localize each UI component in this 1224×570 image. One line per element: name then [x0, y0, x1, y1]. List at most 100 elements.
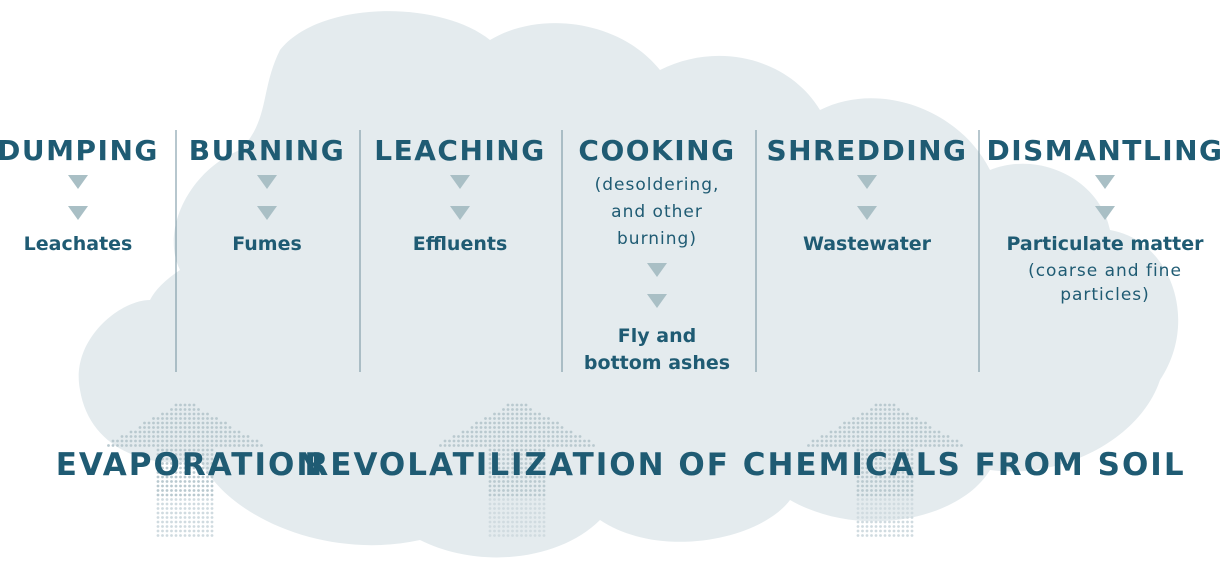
- arrow-dot: [188, 516, 191, 519]
- arrow-dot: [179, 494, 182, 497]
- arrow-dot: [498, 413, 501, 416]
- arrow-dot: [251, 440, 254, 443]
- arrow-dot: [161, 534, 164, 537]
- arrow-dot: [457, 440, 460, 443]
- arrow-dot: [875, 498, 878, 501]
- arrow-dot: [538, 507, 541, 510]
- arrow-dot: [884, 534, 887, 537]
- arrow-dot: [475, 435, 478, 438]
- arrow-dot: [125, 435, 128, 438]
- arrow-dot: [502, 521, 505, 524]
- arrow-dot: [543, 431, 546, 434]
- arrow-dot: [188, 431, 191, 434]
- arrow-dot: [875, 440, 878, 443]
- arrow-dot: [870, 534, 873, 537]
- arrow-dot: [866, 503, 869, 506]
- arrow-dot: [498, 516, 501, 519]
- arrow-dot: [489, 503, 492, 506]
- arrow-dot: [538, 494, 541, 497]
- arrow-dot: [166, 435, 169, 438]
- arrow-dot: [157, 530, 160, 533]
- arrow-dot: [520, 485, 523, 488]
- arrow-dot: [211, 525, 214, 528]
- arrow-dot: [502, 494, 505, 497]
- arrow-dot: [484, 417, 487, 420]
- arrow-dot: [825, 435, 828, 438]
- arrow-dot: [915, 417, 918, 420]
- column-output: bottom ashes: [584, 352, 730, 374]
- arrow-dot: [193, 404, 196, 407]
- arrow-dot: [238, 431, 241, 434]
- arrow-dot: [193, 525, 196, 528]
- arrow-dot: [507, 417, 510, 420]
- arrow-dot: [206, 507, 209, 510]
- arrow-dot: [134, 435, 137, 438]
- arrow-dot: [888, 435, 891, 438]
- arrow-dot: [534, 507, 537, 510]
- arrow-dot: [525, 413, 528, 416]
- arrow-dot: [866, 530, 869, 533]
- arrow-dot: [906, 512, 909, 515]
- arrow-dot: [211, 534, 214, 537]
- arrow-dot: [902, 435, 905, 438]
- arrow-dot: [498, 489, 501, 492]
- arrow-dot: [166, 525, 169, 528]
- arrow-dot: [897, 417, 900, 420]
- arrow-dot: [951, 440, 954, 443]
- arrow-dot: [511, 404, 514, 407]
- arrow-dot: [184, 417, 187, 420]
- column-output: Leachates: [24, 233, 133, 255]
- arrow-dot: [502, 408, 505, 411]
- arrow-dot: [502, 422, 505, 425]
- arrow-dot: [561, 440, 564, 443]
- arrow-dot: [529, 489, 532, 492]
- arrow-dot: [166, 530, 169, 533]
- arrow-dot: [942, 440, 945, 443]
- arrow-dot: [489, 498, 492, 501]
- arrow-dot: [543, 512, 546, 515]
- arrow-dot: [857, 512, 860, 515]
- arrow-dot: [529, 431, 532, 434]
- arrow-dot: [498, 417, 501, 420]
- arrow-dot: [511, 431, 514, 434]
- arrow-dot: [188, 489, 191, 492]
- arrow-triangle: [68, 175, 88, 189]
- column-output: Fly and: [618, 325, 696, 347]
- arrow-dot: [857, 503, 860, 506]
- arrow-dot: [157, 422, 160, 425]
- arrow-dot: [924, 440, 927, 443]
- arrow-dot: [556, 426, 559, 429]
- arrow-dot: [516, 525, 519, 528]
- arrow-dot: [170, 435, 173, 438]
- arrow-dot: [552, 435, 555, 438]
- arrow-dot: [525, 507, 528, 510]
- arrow-dot: [875, 426, 878, 429]
- arrow-dot: [206, 422, 209, 425]
- arrow-dot: [148, 435, 151, 438]
- arrow-dot: [888, 417, 891, 420]
- arrow-dot: [534, 525, 537, 528]
- arrow-dot: [520, 489, 523, 492]
- arrow-dot: [929, 440, 932, 443]
- arrow-dot: [466, 431, 469, 434]
- arrow-dot: [507, 525, 510, 528]
- arrow-dot: [852, 422, 855, 425]
- arrow-dot: [489, 512, 492, 515]
- arrow-dot: [493, 440, 496, 443]
- arrow-dot: [502, 516, 505, 519]
- arrow-dot: [933, 431, 936, 434]
- arrow-dot: [511, 485, 514, 488]
- arrow-dot: [211, 507, 214, 510]
- diagram: DUMPINGLeachatesBURNINGFumesLEACHINGEffl…: [0, 0, 1224, 570]
- arrow-dot: [911, 516, 914, 519]
- arrow-dot: [170, 516, 173, 519]
- arrow-dot: [875, 408, 878, 411]
- arrow-dot: [493, 413, 496, 416]
- arrow-dot: [888, 507, 891, 510]
- arrow-dot: [852, 440, 855, 443]
- arrow-dot: [493, 489, 496, 492]
- arrow-dot: [906, 485, 909, 488]
- arrow-dot: [525, 525, 528, 528]
- arrow-dot: [202, 431, 205, 434]
- arrow-dot: [879, 408, 882, 411]
